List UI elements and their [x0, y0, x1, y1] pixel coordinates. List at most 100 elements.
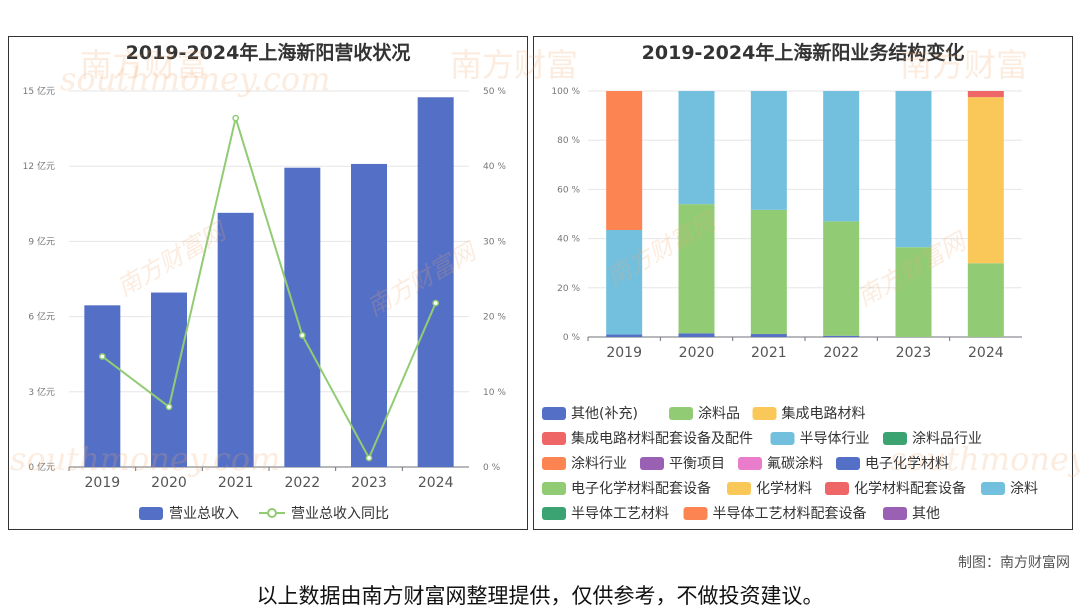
- stacked-bar-segment: [750, 334, 787, 337]
- bar-revenue: [151, 292, 187, 467]
- legend-label: 化学材料配套设备: [854, 480, 966, 497]
- legend-label: 集成电路材料配套设备及配件: [571, 430, 753, 447]
- bar-revenue: [217, 212, 254, 467]
- point-revenue-yoy: [432, 299, 440, 307]
- legend-label: 化学材料: [756, 481, 812, 497]
- chart-title: 2019-2024年上海新阳业务结构变化: [642, 41, 965, 64]
- disclaimer-text: 以上数据由南方财富网整理提供，仅供参考，不做投资建议。: [256, 584, 824, 608]
- stacked-bar-segment: [678, 333, 715, 337]
- legend-swatch: [542, 507, 566, 520]
- legend-swatch: [981, 482, 1005, 495]
- bar-revenue: [284, 167, 321, 468]
- legend-label: 集成电路材料: [782, 405, 866, 422]
- legend-swatch: [883, 507, 907, 520]
- stacked-bar-segment: [678, 91, 715, 205]
- legend-swatch: [669, 407, 693, 420]
- x-tick-label: 2023: [351, 475, 387, 491]
- y-tick-label: 80 %: [557, 136, 580, 146]
- stacked-bar-segment: [606, 334, 643, 337]
- stacked-bar-segment: [606, 229, 643, 335]
- stacked-bar-segment: [750, 91, 787, 210]
- revenue-chart-svg: 2019-2024年上海新阳营收状况 0 亿元 3 亿元 6 亿元 9 亿元 12 亿元 1…: [23, 41, 507, 522]
- stacked-bar-segment: [823, 221, 860, 336]
- point-revenue-yoy: [365, 454, 373, 462]
- line-revenue-yoy: [101, 114, 437, 461]
- x-tick-label: 2021: [751, 345, 787, 361]
- y-tick-label-right: 40 %: [483, 162, 506, 172]
- y-tick-label-right: 50 %: [483, 87, 506, 97]
- y-tick-label-right: 30 %: [483, 237, 506, 247]
- legend-swatch: [542, 457, 566, 470]
- x-tick-label: 2019: [606, 345, 642, 361]
- stacked-bar-segment: [750, 209, 787, 335]
- y-tick-label: 0 %: [563, 333, 581, 343]
- stacked-bar-segment: [678, 204, 715, 334]
- legend-label: 涂料行业: [571, 456, 627, 472]
- stacked-bar-segment: [606, 91, 643, 230]
- y-tick-label-right: 20 %: [483, 313, 506, 323]
- legend-swatch: [542, 407, 566, 420]
- stacked-bar-segment: [967, 91, 1004, 98]
- legend-label: 氟碳涂料: [767, 456, 823, 472]
- y-tick-label-right: 0 %: [483, 463, 501, 473]
- y-tick-label: 40 %: [557, 235, 580, 245]
- x-tick-label: 2022: [285, 475, 321, 491]
- legend-label: 半导体工艺材料配套设备: [713, 505, 867, 522]
- business-structure-chart-svg: 2019-2024年上海新阳业务结构变化 0 % 20 % 40 % 60 % 80 % 1…: [542, 41, 1038, 522]
- x-tick-label: 2024: [418, 475, 454, 491]
- legend-swatch: [542, 432, 566, 445]
- revenue-chart-panel: 2019-2024年上海新阳营收状况 0 亿元 3 亿元 6 亿元 9 亿元 12 亿元 1…: [8, 36, 528, 530]
- legend-label: 半导体工艺材料: [571, 506, 669, 522]
- legend-swatch: [683, 507, 708, 520]
- x-tick-label: 2019: [85, 475, 121, 491]
- legend-swatch: [883, 432, 907, 445]
- chart-credit: 制图：南方财富网: [958, 555, 1070, 571]
- legend-label: 半导体行业: [800, 431, 870, 447]
- legend-swatch: [542, 482, 566, 495]
- legend-label: 其他(补充): [571, 406, 638, 422]
- y-tick-label-left: 0 亿元: [28, 461, 55, 473]
- x-tick-label: 2024: [968, 345, 1004, 361]
- stacked-bar-segment: [895, 247, 932, 337]
- bar-revenue: [417, 97, 454, 467]
- x-tick-label: 2021: [218, 475, 254, 491]
- bar-revenue: [351, 163, 387, 467]
- stacked-bar-segment: [895, 91, 932, 248]
- legend-swatch: [836, 457, 860, 470]
- y-tick-label: 100 %: [551, 87, 580, 97]
- legend-label: 其他: [912, 506, 940, 522]
- y-tick-label: 60 %: [557, 185, 580, 195]
- chart-title: 2019-2024年上海新阳营收状况: [126, 41, 411, 64]
- legend-label-revenue: 营业总收入: [169, 506, 239, 522]
- point-revenue-yoy: [165, 403, 173, 411]
- business-structure-chart-panel: 2019-2024年上海新阳业务结构变化 0 % 20 % 40 % 60 % 80 % 1…: [533, 36, 1073, 530]
- legend-swatch: [752, 407, 777, 420]
- y-tick-label-left: 15 亿元: [23, 85, 55, 97]
- legend-label: 涂料品: [698, 406, 740, 422]
- y-tick-label-right: 10 %: [483, 388, 506, 398]
- y-tick-label-left: 12 亿元: [23, 160, 55, 172]
- y-tick-label-left: 6 亿元: [28, 311, 55, 323]
- y-tick-label-left: 3 亿元: [28, 386, 55, 398]
- legend-label-yoy: 营业总收入同比: [291, 506, 389, 522]
- legend-label: 电子化学材料配套设备: [571, 480, 711, 497]
- point-revenue-yoy: [298, 332, 306, 339]
- legend-marker-yoy: [267, 508, 277, 518]
- legend-swatch: [640, 457, 664, 470]
- legend-swatch: [738, 457, 762, 470]
- legend-swatch-revenue: [139, 507, 163, 520]
- legend-swatch: [727, 482, 751, 495]
- x-tick-label: 2020: [151, 475, 187, 491]
- point-revenue-yoy: [98, 353, 106, 360]
- legend-label: 涂料: [1010, 481, 1038, 497]
- legend-label: 平衡项目: [669, 456, 725, 472]
- stacked-bar-segment: [823, 91, 860, 222]
- x-tick-label: 2023: [896, 345, 932, 361]
- y-tick-label: 20 %: [557, 284, 580, 294]
- legend-swatch: [770, 432, 795, 445]
- stacked-bar-segment: [967, 97, 1004, 264]
- y-tick-label-left: 9 亿元: [28, 235, 55, 247]
- x-tick-label: 2020: [679, 345, 715, 361]
- legend-swatch: [825, 482, 849, 495]
- legend-label: 电子化学材料: [865, 456, 949, 472]
